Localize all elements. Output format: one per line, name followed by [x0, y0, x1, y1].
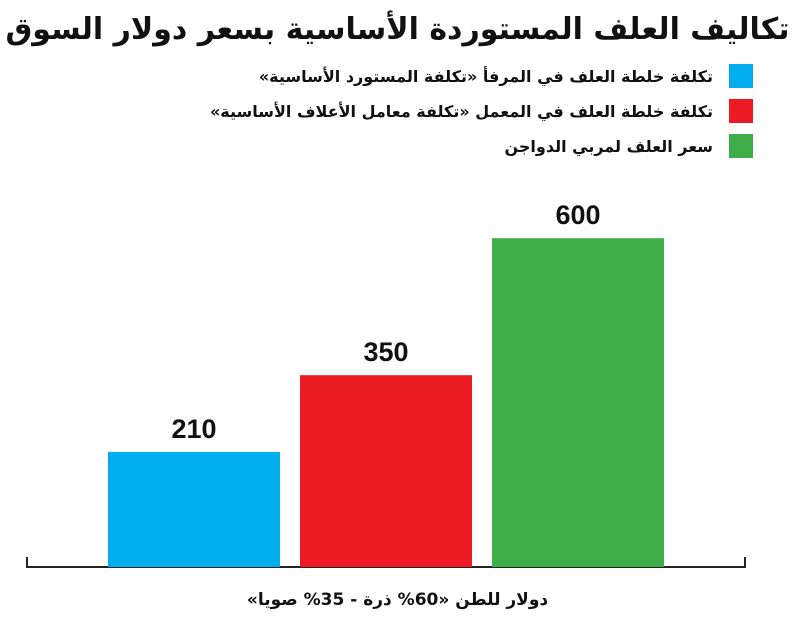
legend: تكلفة خلطة العلف في المرفأ «تكلفة المستو…	[210, 64, 753, 169]
legend-item-port: تكلفة خلطة العلف في المرفأ «تكلفة المستو…	[210, 64, 753, 88]
bar-2	[492, 238, 664, 567]
legend-swatch-plant	[729, 99, 753, 123]
legend-item-farmer: سعر العلف لمربي الدواجن	[210, 134, 753, 158]
legend-item-plant: تكلفة خلطة العلف في المعمل «تكلفة معامل …	[210, 99, 753, 123]
x-axis-label: دولار للطن «60% ذرة - 35% صويا»	[246, 590, 549, 610]
legend-label-farmer: سعر العلف لمربي الدواجن	[504, 136, 713, 156]
bar-value-label-0: 210	[171, 414, 216, 444]
chart-title: تكاليف العلف المستوردة الأساسية بسعر دول…	[5, 12, 790, 47]
bar-value-label-1: 350	[363, 337, 408, 367]
bar-value-label-2: 600	[555, 200, 600, 230]
legend-label-port: تكلفة خلطة العلف في المرفأ «تكلفة المستو…	[258, 66, 713, 86]
bar-0	[108, 451, 280, 567]
bar-1	[300, 375, 472, 567]
legend-swatch-port	[729, 64, 753, 88]
legend-swatch-farmer	[729, 134, 753, 158]
legend-label-plant: تكلفة خلطة العلف في المعمل «تكلفة معامل …	[209, 101, 713, 121]
